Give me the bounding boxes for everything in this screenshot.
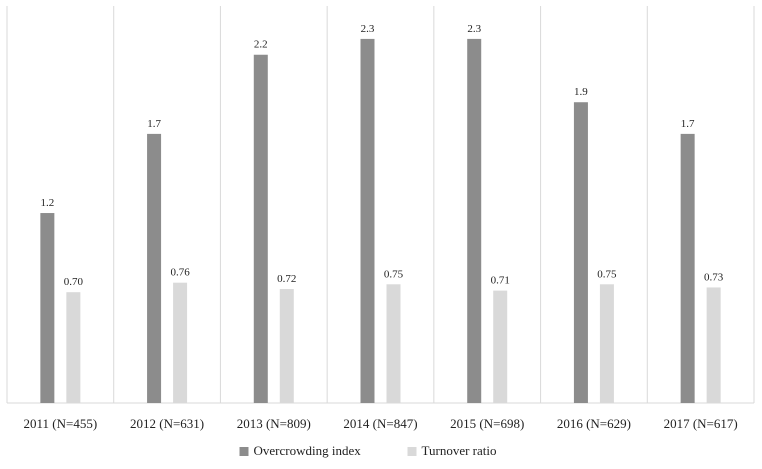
data-label-group: 1.2 0.70 1.7 0.76 2.2 0.72 2.3 0.75 2.3 0.71 1.9 0.…	[40, 23, 723, 288]
data-label-overcrowding-index-0: 1.2	[40, 197, 54, 209]
x-tick-label-5: 2016 (N=629)	[557, 416, 631, 431]
bar-overcrowding-index-6	[680, 133, 695, 403]
bar-overcrowding-index-4	[467, 38, 482, 403]
data-label-overcrowding-index-2: 2.2	[254, 39, 268, 51]
bar-overcrowding-index-3	[360, 38, 375, 403]
x-tick-label-0: 2011 (N=455)	[24, 416, 98, 431]
x-tick-label-6: 2017 (N=617)	[664, 416, 738, 431]
x-tick-label-3: 2014 (N=847)	[343, 416, 417, 431]
legend: Overcrowding index Turnover ratio	[239, 443, 497, 458]
data-label-overcrowding-index-3: 2.3	[361, 23, 375, 35]
x-tick-label-2: 2013 (N=809)	[237, 416, 311, 431]
bar-overcrowding-index-1	[147, 133, 162, 403]
x-axis-tick-labels: 2011 (N=455) 2012 (N=631) 2013 (N=809) 2014…	[24, 416, 738, 431]
bar-turnover-ratio-6	[706, 287, 721, 403]
data-label-turnover-ratio-0: 0.70	[64, 276, 84, 288]
data-label-overcrowding-index-1: 1.7	[147, 118, 161, 130]
bar-overcrowding-index-2	[253, 54, 268, 404]
data-label-turnover-ratio-3: 0.75	[384, 268, 404, 280]
bar-turnover-ratio-0	[66, 292, 81, 403]
data-label-overcrowding-index-6: 1.7	[681, 118, 695, 130]
x-tick-label-1: 2012 (N=631)	[130, 416, 204, 431]
legend-label-turnover-ratio: Turnover ratio	[422, 443, 497, 458]
bar-turnover-ratio-4	[493, 290, 508, 403]
data-label-overcrowding-index-4: 2.3	[467, 23, 481, 35]
bar-group	[40, 38, 721, 404]
legend-swatch-turnover-ratio	[407, 447, 417, 456]
bar-turnover-ratio-3	[386, 284, 401, 403]
legend-swatch-overcrowding-index	[239, 447, 249, 456]
data-label-overcrowding-index-5: 1.9	[574, 86, 588, 98]
bar-overcrowding-index-5	[573, 102, 588, 403]
data-label-turnover-ratio-1: 0.76	[170, 267, 190, 279]
bar-overcrowding-index-0	[40, 213, 55, 403]
data-label-turnover-ratio-4: 0.71	[491, 275, 510, 287]
data-label-turnover-ratio-2: 0.72	[277, 273, 296, 285]
data-label-turnover-ratio-5: 0.75	[597, 268, 617, 280]
bar-turnover-ratio-1	[173, 282, 188, 403]
bar-turnover-ratio-5	[599, 284, 614, 403]
data-label-turnover-ratio-6: 0.73	[704, 271, 724, 283]
legend-label-overcrowding-index: Overcrowding index	[254, 443, 362, 458]
bar-turnover-ratio-2	[279, 289, 294, 403]
category-separators	[6, 6, 755, 403]
x-tick-label-4: 2015 (N=698)	[450, 416, 524, 431]
